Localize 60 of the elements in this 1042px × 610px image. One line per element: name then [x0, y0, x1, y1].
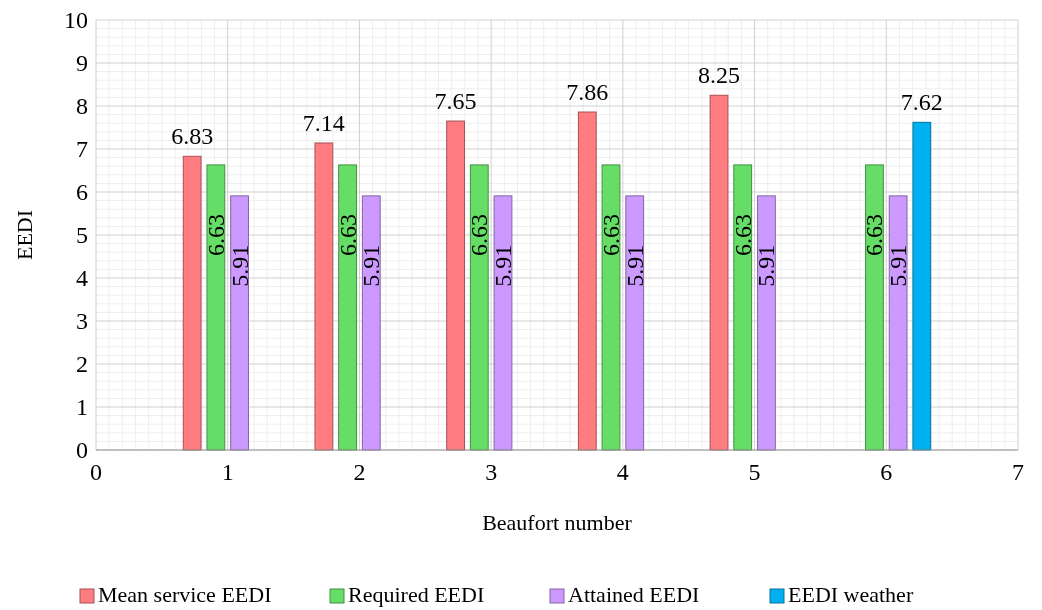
y-tick-label: 9	[76, 50, 88, 77]
data-label: 7.14	[302, 109, 345, 136]
x-tick-label: 1	[221, 459, 234, 485]
legend-label: Attained EEDI	[568, 582, 700, 607]
x-tick-label: 3	[485, 459, 498, 485]
legend-label: EEDI weather	[788, 582, 914, 607]
bar	[446, 120, 465, 451]
data-label: 6.63	[598, 213, 624, 256]
bar	[314, 142, 334, 451]
bar	[182, 155, 202, 451]
data-label: 5.91	[490, 244, 516, 287]
bar	[230, 195, 249, 451]
y-tick-label: 1	[76, 394, 88, 421]
data-label: 5.91	[753, 244, 780, 287]
bar	[577, 111, 597, 451]
legend-label: Mean service EEDI	[98, 582, 272, 607]
bar	[338, 164, 357, 451]
bar	[601, 164, 621, 451]
bar	[709, 94, 729, 451]
x-tick-label: 5	[748, 459, 761, 485]
data-label: 5.91	[358, 244, 385, 287]
data-label: 6.63	[729, 213, 756, 256]
data-label: 6.63	[861, 213, 888, 256]
bar	[888, 195, 908, 451]
x-tick-label: 4	[616, 459, 629, 485]
y-axis-title: EEDI	[12, 209, 37, 261]
data-label: 6.83	[171, 123, 214, 150]
data-label: 6.63	[334, 213, 361, 256]
y-tick-label: 5	[76, 222, 88, 249]
data-label: 6.63	[202, 213, 229, 256]
data-label: 5.91	[226, 244, 253, 287]
y-tick-label: 10	[64, 7, 88, 34]
legend-label: Required EEDI	[348, 582, 485, 607]
data-label: 5.91	[885, 244, 912, 287]
x-tick-label: 2	[353, 459, 366, 485]
bar	[361, 195, 381, 451]
y-tick-label: 3	[76, 308, 88, 335]
data-label: 6.63	[466, 213, 493, 256]
y-tick-label: 0	[76, 437, 88, 464]
y-tick-label: 8	[76, 93, 88, 120]
data-label: 8.25	[698, 62, 741, 89]
data-label: 7.86	[566, 79, 609, 106]
data-label: 7.65	[434, 88, 477, 115]
x-tick-label: 7	[1012, 459, 1024, 485]
data-label: 5.91	[621, 244, 648, 287]
bar	[469, 164, 489, 451]
bar	[865, 164, 884, 451]
data-label: 7.62	[900, 89, 943, 116]
bar	[206, 164, 226, 451]
bar	[733, 164, 753, 451]
bar	[912, 121, 932, 451]
y-tick-label: 2	[76, 351, 88, 378]
y-tick-label: 4	[76, 265, 88, 292]
x-axis-title: Beaufort number	[482, 510, 633, 535]
bar	[625, 195, 645, 451]
y-tick-label: 6	[76, 179, 88, 206]
bar	[757, 195, 776, 451]
x-tick-label: 6	[880, 459, 893, 485]
bar	[493, 195, 513, 451]
y-tick-label: 7	[76, 136, 88, 163]
